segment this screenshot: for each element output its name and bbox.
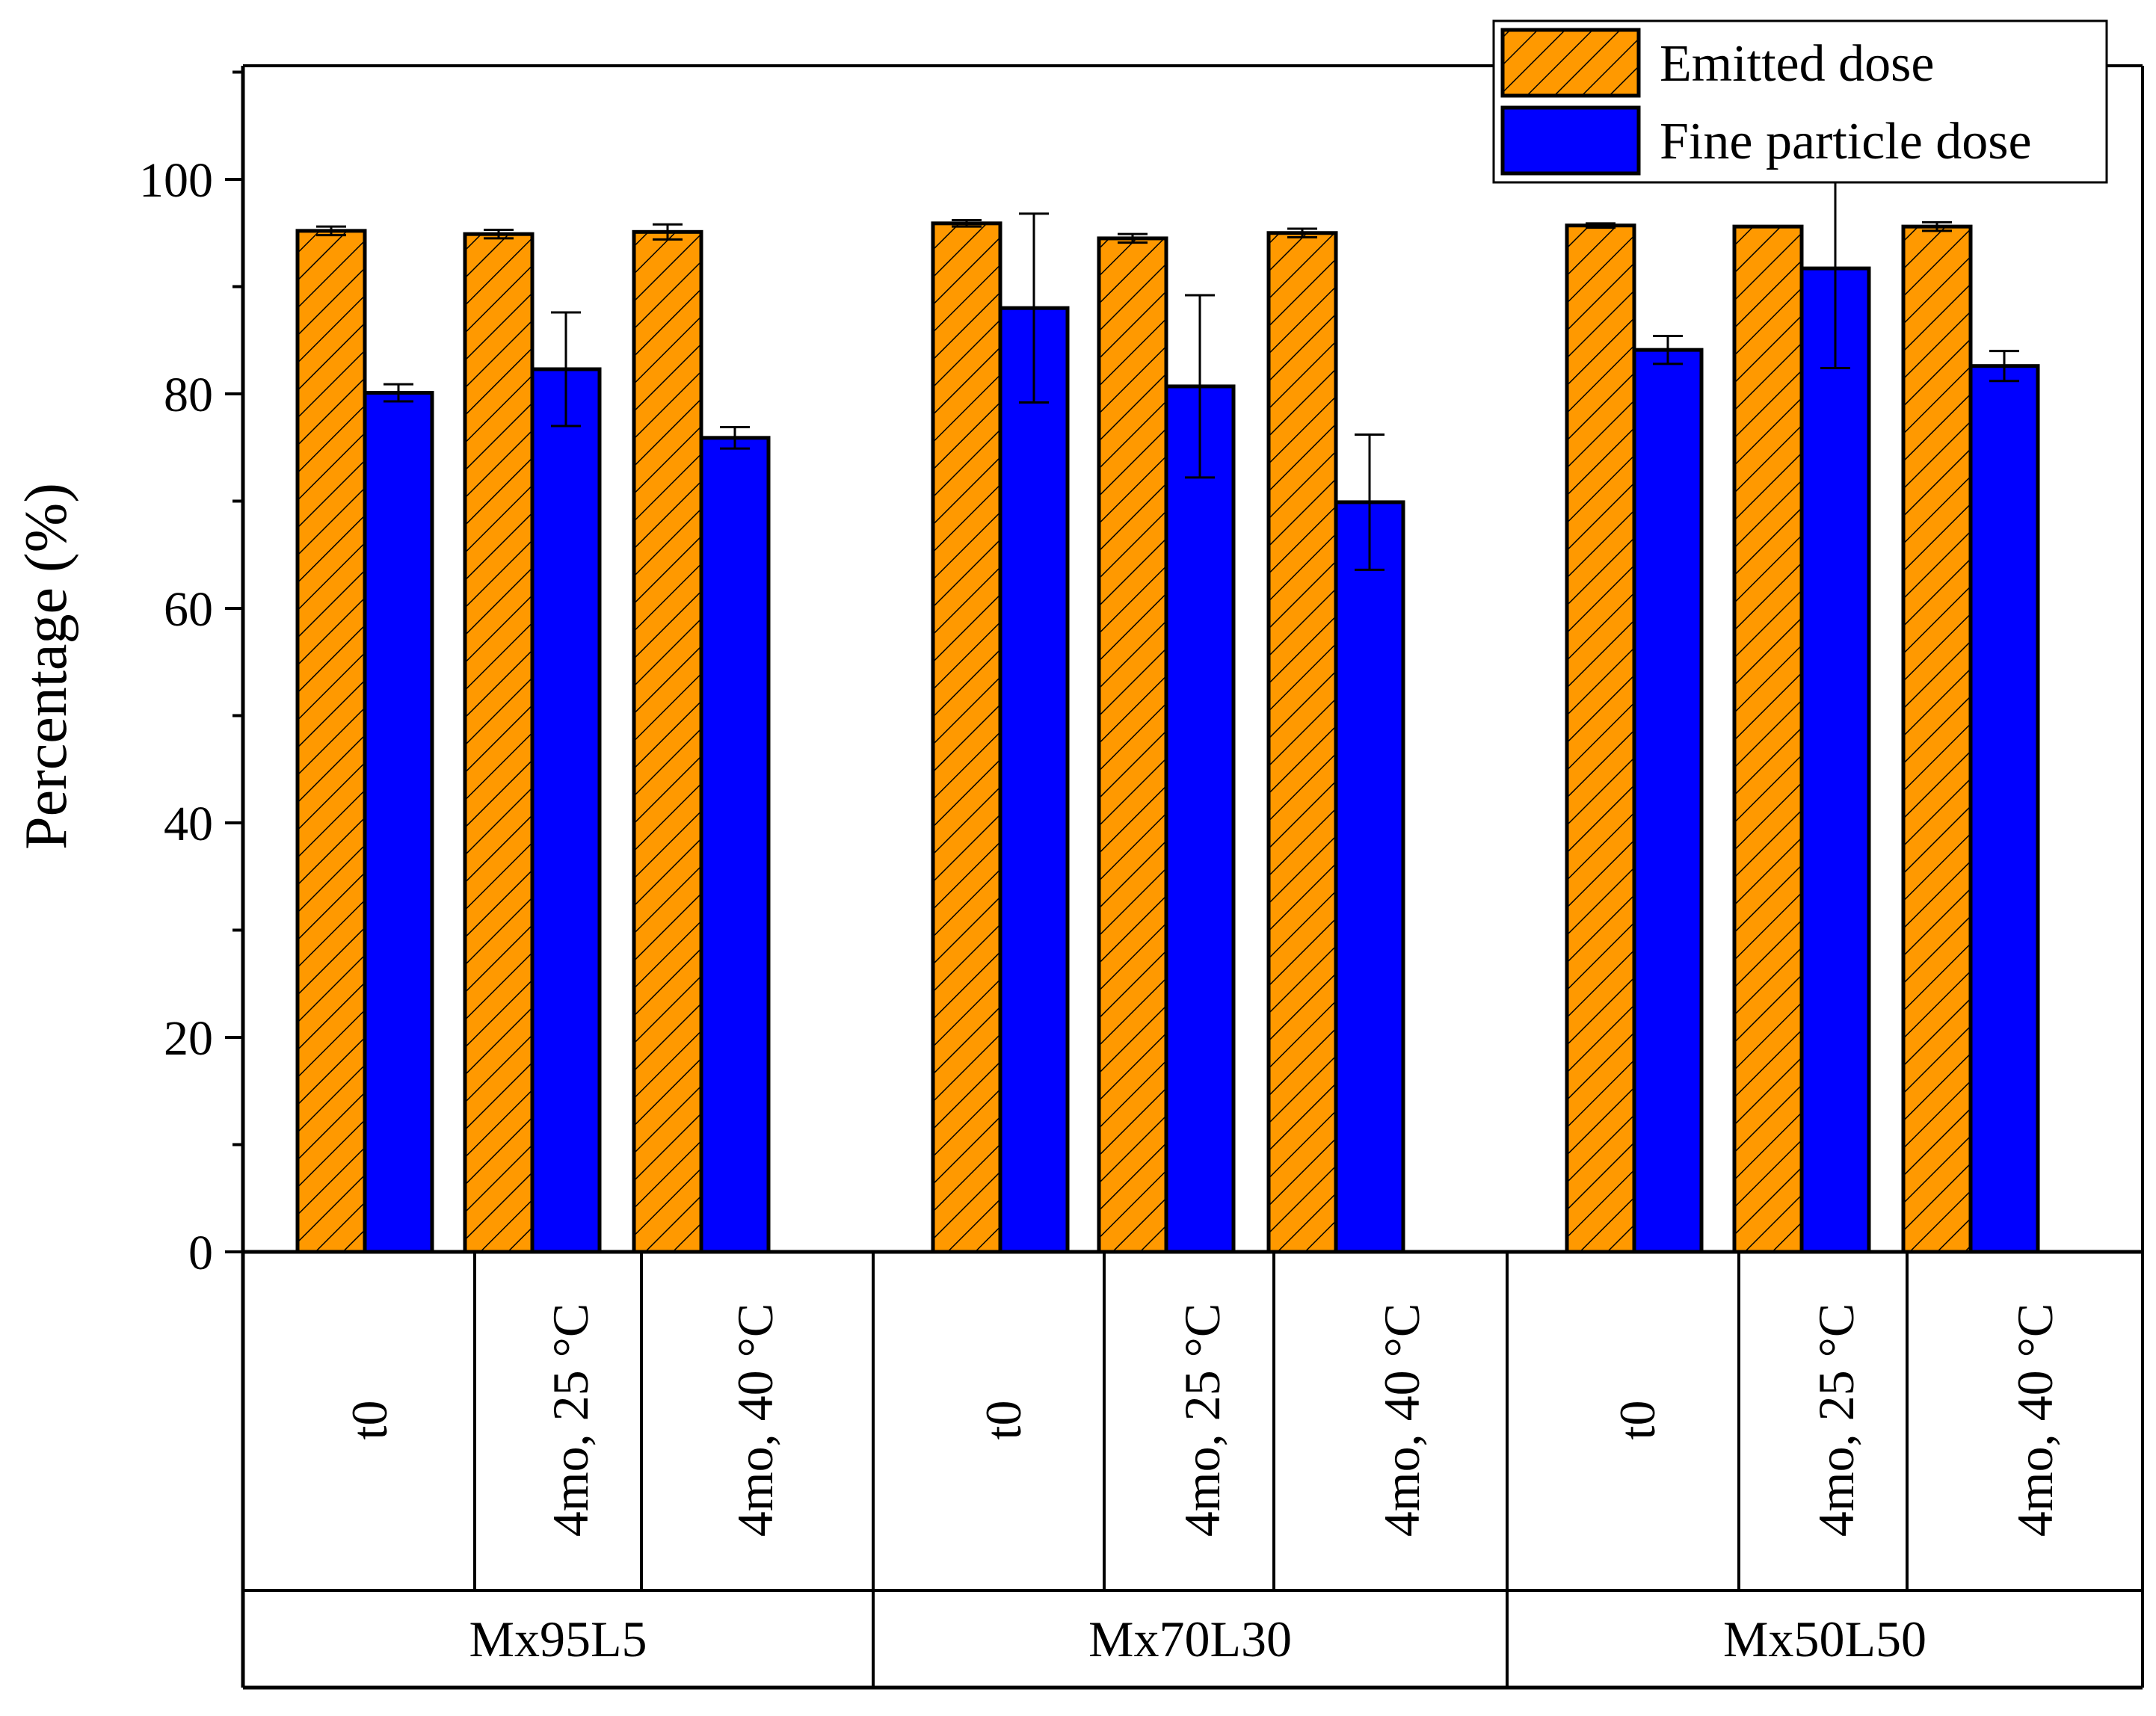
y-tick-label: 0 [188, 1226, 213, 1280]
emitted-dose-bar [1732, 224, 1804, 1254]
y-tick-label: 80 [164, 368, 213, 422]
condition-label: 4mo, 40 °C [1373, 1303, 1430, 1537]
y-tick-label: 40 [164, 797, 213, 851]
fine-particle-dose-bar [363, 391, 434, 1254]
fine-particle-dose-bar [1799, 266, 1871, 1254]
condition-label: 4mo, 40 °C [727, 1303, 783, 1537]
legend-label: Emitted dose [1660, 35, 1934, 93]
y-tick-label: 60 [164, 582, 213, 637]
condition-label: t0 [975, 1401, 1032, 1440]
condition-label: 4mo, 25 °C [1174, 1303, 1231, 1537]
condition-label: t0 [1609, 1401, 1666, 1440]
legend-swatch-fine-particle-dose [1500, 105, 1641, 176]
condition-label: 4mo, 25 °C [542, 1303, 599, 1537]
emitted-dose-bar [931, 221, 1002, 1254]
fine-particle-dose-bar [1164, 384, 1236, 1254]
condition-label: 4mo, 25 °C [1808, 1303, 1864, 1537]
condition-label: 4mo, 40 °C [2006, 1303, 2063, 1537]
y-axis: 0 20 40 60 80 100 Percentage (%) [13, 70, 243, 1280]
fine-particle-dose-bar [1632, 348, 1704, 1254]
emitted-dose-bar [632, 229, 703, 1254]
emitted-dose-bar [463, 232, 535, 1254]
y-tick-label: 20 [164, 1011, 213, 1066]
category-table: t0 4mo, 25 °C 4mo, 40 °C Mx95L5 t0 4mo, 25 °C… [243, 1252, 2144, 1690]
emitted-dose-bar [1097, 236, 1168, 1254]
group-label: Mx70L30 [1088, 1611, 1292, 1667]
emitted-dose-bar [1266, 231, 1338, 1254]
condition-label: t0 [341, 1401, 398, 1440]
legend-swatch-emitted-dose [1500, 28, 1641, 98]
legend: Emitted dose Fine particle dose [1492, 19, 2108, 184]
emitted-dose-bar [295, 229, 367, 1254]
bars [295, 167, 2040, 1254]
y-tick-label: 100 [139, 153, 213, 208]
fine-particle-dose-bar [699, 436, 771, 1254]
fine-particle-dose-bar [1334, 500, 1405, 1254]
fine-particle-dose-bar [530, 367, 602, 1254]
legend-label: Fine particle dose [1660, 113, 2032, 170]
y-axis-title: Percentage (%) [13, 483, 79, 850]
emitted-dose-bar [1901, 224, 1973, 1254]
emitted-dose-bar [1565, 223, 1636, 1254]
fine-particle-dose-bar [1968, 364, 2040, 1254]
group-label: Mx50L50 [1723, 1611, 1926, 1667]
fine-particle-dose-bar [998, 306, 1070, 1254]
group-label: Mx95L5 [469, 1611, 647, 1667]
